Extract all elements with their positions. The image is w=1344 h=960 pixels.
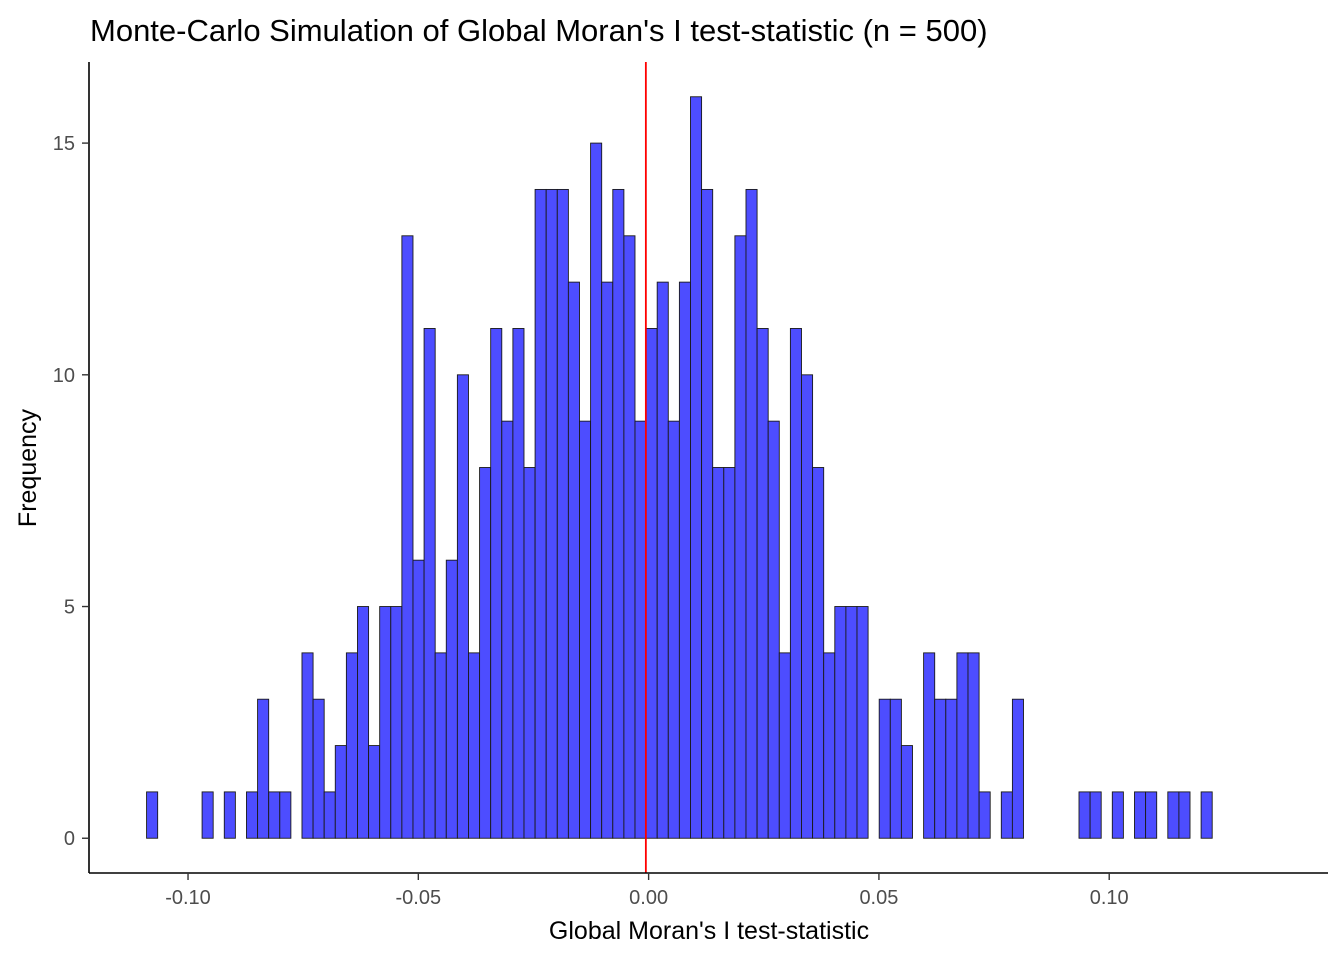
histogram-bar xyxy=(900,745,913,839)
histogram-bar xyxy=(656,281,669,839)
histogram-bar xyxy=(545,188,558,839)
histogram-bar xyxy=(401,235,414,839)
x-axis-ticks: -0.10 -0.05 0.00 0.05 0.10 xyxy=(165,873,1129,909)
histogram-bar xyxy=(601,281,614,839)
histogram-bar xyxy=(945,698,958,839)
x-tick-label: 0.10 xyxy=(1090,887,1129,909)
histogram-bar xyxy=(523,467,536,839)
histogram-bar xyxy=(801,374,814,839)
histogram-bar xyxy=(468,652,481,839)
histogram-bar xyxy=(701,188,714,839)
x-axis-title: Global Moran's I test-statistic xyxy=(549,917,869,945)
histogram-bar xyxy=(579,420,592,839)
y-axis-title: Frequency xyxy=(14,408,42,527)
histogram-bar xyxy=(767,420,780,839)
histogram-bar xyxy=(223,791,236,839)
histogram-bar xyxy=(878,698,891,839)
y-tick-label: 5 xyxy=(64,597,75,619)
histogram-bar xyxy=(1178,791,1191,839)
histogram-bar xyxy=(645,328,658,839)
histogram-bar xyxy=(423,328,436,839)
histogram-bar xyxy=(956,652,969,839)
histogram-bar xyxy=(856,606,869,839)
histogram-bar xyxy=(1134,791,1147,839)
histogram-bar xyxy=(678,281,691,839)
histogram-bar xyxy=(1078,791,1091,839)
histogram-bar xyxy=(501,420,514,839)
histogram-bar xyxy=(246,791,259,839)
y-tick-label: 15 xyxy=(53,133,75,155)
histogram-bar xyxy=(934,698,947,839)
histogram-bar xyxy=(1167,791,1180,839)
histogram-bar xyxy=(323,791,336,839)
histogram-bar xyxy=(257,698,270,839)
histogram-bar xyxy=(412,559,425,839)
histogram-bar xyxy=(978,791,991,839)
histogram-bar xyxy=(923,652,936,839)
histogram-bar xyxy=(334,745,347,839)
histogram-bar xyxy=(1000,791,1013,839)
y-tick-label: 10 xyxy=(53,365,75,387)
histogram-bar xyxy=(390,606,403,839)
histogram-bar xyxy=(379,606,392,839)
histogram-bar xyxy=(268,791,281,839)
histogram-bar xyxy=(823,652,836,839)
histogram-bar xyxy=(623,235,636,839)
histogram-bar xyxy=(534,188,547,839)
histogram-bar xyxy=(345,652,358,839)
histogram-bar xyxy=(712,467,725,839)
y-axis-ticks: 0 5 10 15 xyxy=(53,133,89,850)
histogram-bar xyxy=(1145,791,1158,839)
histogram-bar xyxy=(789,328,802,839)
histogram-bar xyxy=(146,791,159,839)
histogram-bar xyxy=(456,374,469,839)
histogram-bar xyxy=(1011,698,1024,839)
histogram-bar xyxy=(357,606,370,839)
histogram-bar xyxy=(889,698,902,839)
histogram-bar xyxy=(445,559,458,839)
histogram-bar xyxy=(734,235,747,839)
histogram-bar xyxy=(634,420,647,839)
histogram-bar xyxy=(434,652,447,839)
histogram-bar xyxy=(845,606,858,839)
x-tick-label: 0.05 xyxy=(859,887,898,909)
histogram-bar xyxy=(723,467,736,839)
histogram-bar xyxy=(667,420,680,839)
histogram-bars xyxy=(146,96,1213,839)
x-tick-label: 0.00 xyxy=(629,887,668,909)
histogram-bar xyxy=(1200,791,1213,839)
histogram-bar xyxy=(967,652,980,839)
histogram-bar xyxy=(556,188,569,839)
y-tick-label: 0 xyxy=(64,828,75,850)
histogram-bar xyxy=(812,467,825,839)
histogram-bar xyxy=(479,467,492,839)
histogram-bar xyxy=(490,328,503,839)
histogram-bar xyxy=(201,791,214,839)
histogram-bar xyxy=(590,142,603,839)
histogram-bar xyxy=(279,791,292,839)
histogram-bar xyxy=(1089,791,1102,839)
histogram-bar xyxy=(690,96,703,839)
x-tick-label: -0.05 xyxy=(396,887,442,909)
histogram-bar xyxy=(312,698,325,839)
chart-title: Monte-Carlo Simulation of Global Moran's… xyxy=(90,13,988,48)
histogram-bar xyxy=(834,606,847,839)
histogram-bar xyxy=(567,281,580,839)
histogram-bar xyxy=(512,328,525,839)
histogram-bar xyxy=(612,188,625,839)
histogram-bar xyxy=(368,745,381,839)
histogram-bar xyxy=(745,188,758,839)
x-tick-label: -0.10 xyxy=(165,887,211,909)
histogram-bar xyxy=(301,652,314,839)
histogram-bar xyxy=(778,652,791,839)
histogram-bar xyxy=(756,328,769,839)
histogram-bar xyxy=(1111,791,1124,839)
